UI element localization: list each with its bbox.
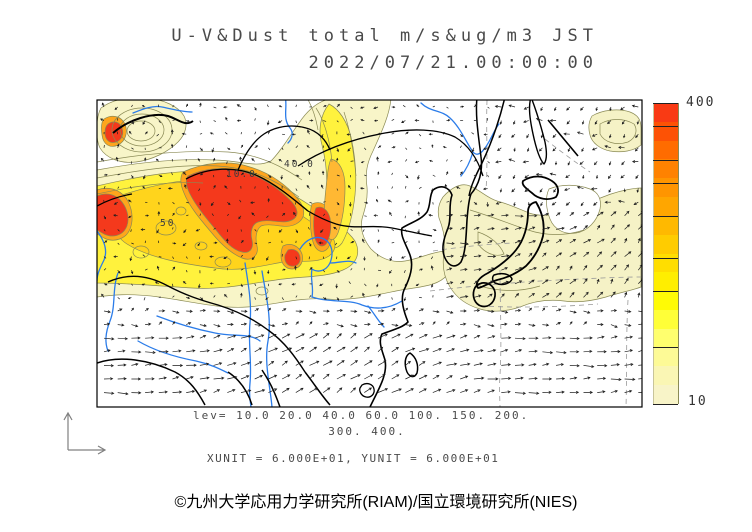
colorbar-segment [654, 159, 678, 179]
plot-datetime: 2022/07/21.00:00:00 [308, 53, 598, 73]
unit-axis-arrows [63, 411, 107, 455]
plot-title: U-V&Dust total m/s&ug/m3 JST [171, 26, 598, 46]
colorbar-segment [654, 121, 678, 141]
colorbar-segment [654, 234, 678, 254]
coastline-border [304, 371, 331, 406]
coastline-border [404, 352, 419, 378]
copyright-attribution: ©九州大学応用力学研究所(RIAM)/国立環境研究所(NIES) [174, 494, 578, 511]
coastline-border [237, 125, 331, 171]
colorbar-level-tick [653, 290, 678, 292]
colorbar-max-label: 400 [686, 95, 716, 110]
coastline-border [468, 100, 506, 197]
colorbar-level-tick [653, 183, 678, 185]
coastline-border [369, 189, 434, 407]
coastline-border [528, 100, 548, 165]
coastline-border [261, 369, 281, 407]
colorbar-segment [654, 103, 678, 122]
colorbar-level-tick [653, 126, 678, 128]
coastline-border [335, 223, 433, 237]
colorbar-segment [654, 197, 678, 216]
contour-levels-block: lev= 10.0 20.0 40.0 60.0 100. 150. 200. … [193, 409, 541, 438]
colorbar-level-tick [653, 103, 678, 104]
colorbar-segment [654, 215, 678, 235]
colorbar-level-tick [653, 159, 678, 161]
colorbar-segment [654, 385, 678, 404]
colorbar-level-tick [653, 347, 678, 349]
colorbar-segment [654, 291, 678, 310]
coastline-border [112, 114, 194, 134]
plot-title-block: U-V&Dust total m/s&ug/m3 JST 2022/07/21.… [146, 26, 598, 73]
map-layers: 10.0 40.0 50 [97, 100, 642, 407]
colorbar-segment [654, 178, 678, 198]
contour-value-label: 10.0 [226, 169, 257, 180]
coastline-border [475, 201, 545, 289]
colorbar [653, 103, 679, 404]
coastline-border [185, 168, 337, 225]
coastline-border [432, 186, 472, 267]
colorbar-segment [654, 366, 678, 386]
coastline-border [227, 371, 253, 406]
coastline-border [107, 275, 306, 373]
map-frame [96, 99, 643, 408]
colorbar-segment [654, 328, 678, 348]
wind-vector-field [100, 102, 642, 396]
coastline-border [297, 129, 484, 177]
coastline-border [491, 272, 513, 286]
colorbar-level-tick [653, 404, 678, 405]
coastline-border [97, 358, 206, 406]
coastline-border [472, 282, 496, 308]
coastline-border [359, 382, 375, 398]
contour-levels-line2: 300. 400. [328, 425, 406, 438]
colorbar-segment [654, 272, 678, 292]
contour-value-label: 50 [160, 218, 175, 229]
colorbar-segment [654, 253, 678, 273]
colorbar-level-tick [653, 257, 678, 259]
colorbar-level-tick [653, 216, 678, 218]
coastline-border [97, 193, 133, 207]
coastline-border [470, 100, 483, 195]
colorbar-segment [654, 140, 678, 160]
coastline-border [547, 119, 579, 157]
contour-value-label: 40.0 [284, 159, 315, 170]
colorbar-segment [654, 309, 678, 329]
contour-levels-line1: lev= 10.0 20.0 40.0 60.0 100. 150. 200. [193, 409, 530, 422]
colorbar-min-label: 10 [688, 394, 708, 409]
vector-units-label: XUNIT = 6.000E+01, YUNIT = 6.000E+01 [207, 452, 500, 465]
colorbar-segment [654, 347, 678, 367]
